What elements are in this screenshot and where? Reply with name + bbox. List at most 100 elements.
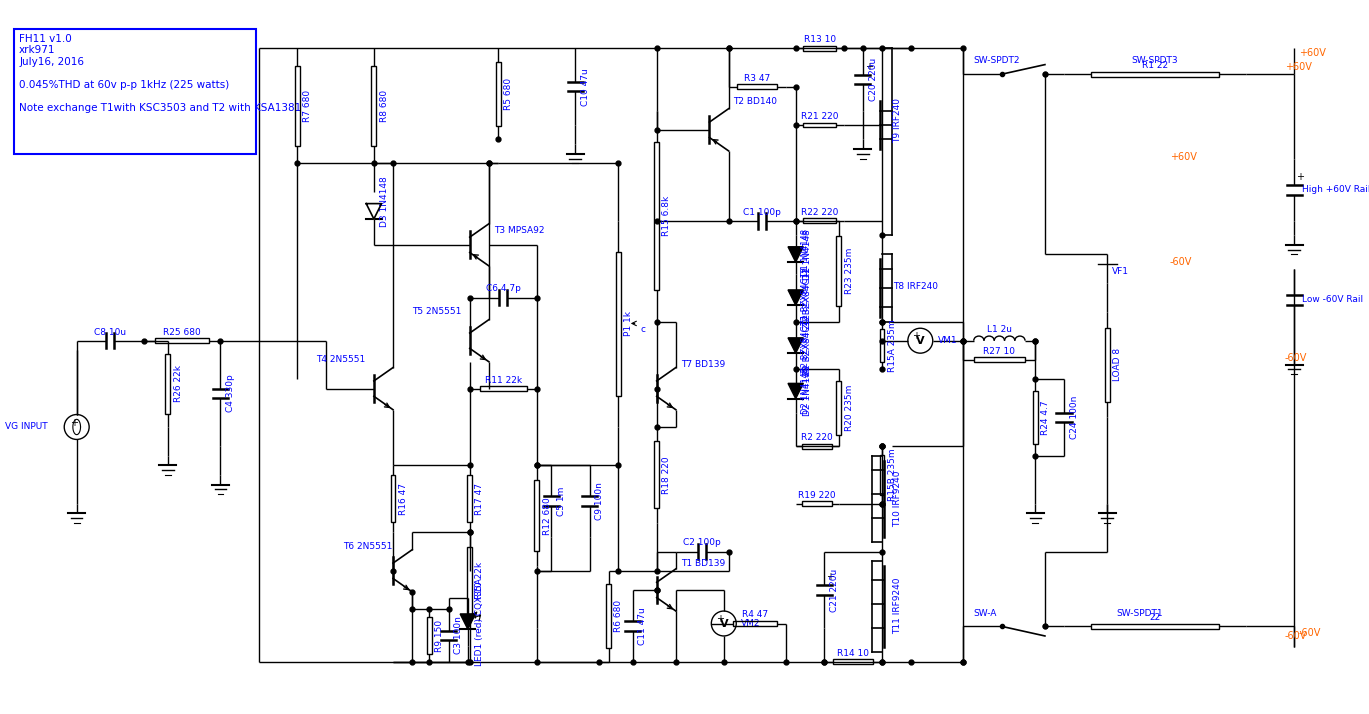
Text: +: + [827, 573, 834, 583]
Text: T6 2N5551: T6 2N5551 [344, 543, 393, 551]
Text: R1 22: R1 22 [1142, 61, 1168, 70]
Text: T11 IRF9240: T11 IRF9240 [894, 578, 902, 635]
Text: T7 BD139: T7 BD139 [680, 360, 726, 369]
Text: R8 680: R8 680 [379, 90, 389, 122]
Text: R6 680: R6 680 [615, 600, 623, 633]
Bar [479, 386, 527, 391]
Text: R16 47: R16 47 [398, 483, 408, 515]
Text: +: + [1296, 172, 1305, 182]
Bar [737, 84, 778, 89]
Text: R3 47: R3 47 [745, 74, 771, 83]
Text: T3 MPSA92: T3 MPSA92 [494, 226, 545, 235]
Bar [975, 358, 1024, 362]
Text: R20 235m: R20 235m [845, 385, 853, 431]
Text: Z1 BZX84C12: Z1 BZX84C12 [801, 266, 810, 325]
Text: Z1 BZX84C12: Z1 BZX84C12 [804, 266, 812, 328]
Bar [802, 46, 836, 51]
Text: R14 10: R14 10 [838, 649, 869, 658]
Text: Z2 BZX84C12: Z2 BZX84C12 [804, 314, 812, 376]
Text: R7 680: R7 680 [303, 90, 312, 122]
Text: SW-SPDT3: SW-SPDT3 [1131, 56, 1177, 65]
Text: C20 220u: C20 220u [868, 58, 878, 101]
Text: D1 1N4148: D1 1N4148 [801, 229, 810, 276]
Text: VG INPUT: VG INPUT [5, 423, 48, 431]
Text: P1 1k: P1 1k [624, 311, 632, 336]
Bar [1091, 72, 1218, 76]
Bar [802, 444, 832, 448]
Text: +: + [865, 62, 872, 72]
Bar [654, 441, 658, 508]
Text: R26 22k: R26 22k [174, 366, 182, 403]
Text: R22 220: R22 220 [801, 208, 838, 217]
Text: T9 IRF240: T9 IRF240 [894, 98, 902, 143]
Text: SW-A: SW-A [973, 610, 997, 618]
Bar [467, 547, 472, 614]
Text: C2 100p: C2 100p [683, 538, 721, 548]
Bar [802, 218, 836, 223]
Text: LOAD 8: LOAD 8 [1113, 348, 1123, 381]
Bar [427, 617, 431, 654]
Text: +: + [70, 418, 78, 428]
Text: VM2: VM2 [741, 619, 761, 628]
Text: Note exchange T1with KSC3503 and T2 with KSA1381: Note exchange T1with KSC3503 and T2 with… [19, 103, 301, 113]
Text: 0.045%THD at 60v p-p 1kHz (225 watts): 0.045%THD at 60v p-p 1kHz (225 watts) [19, 80, 230, 90]
Text: R18 220: R18 220 [663, 456, 671, 493]
Text: C6 4.7p: C6 4.7p [486, 284, 520, 293]
Text: R15A 235m: R15A 235m [887, 319, 897, 372]
Bar [836, 236, 841, 306]
Text: R12 680: R12 680 [542, 497, 552, 535]
Bar [496, 62, 501, 126]
Bar [616, 252, 620, 396]
Text: SW-SPDT1: SW-SPDT1 [1117, 610, 1164, 618]
Text: C11 47u: C11 47u [638, 607, 648, 645]
Text: T1 BD139: T1 BD139 [680, 558, 726, 568]
Text: C10 47u: C10 47u [580, 68, 590, 106]
Text: C1 100p: C1 100p [743, 208, 782, 217]
Text: T10 IRF9240: T10 IRF9240 [894, 471, 902, 527]
Polygon shape [366, 203, 382, 219]
Text: R19 220: R19 220 [798, 491, 836, 500]
Polygon shape [789, 383, 804, 398]
Bar [15, 29, 256, 154]
Text: D2 1N4148: D2 1N4148 [801, 367, 810, 414]
Polygon shape [789, 247, 804, 262]
Text: R23 235m: R23 235m [845, 248, 853, 294]
Text: -60V: -60V [1169, 257, 1192, 267]
Text: Low -60V Rail: Low -60V Rail [1302, 295, 1364, 304]
Bar [371, 66, 376, 146]
Text: R24 4.7: R24 4.7 [1040, 400, 1050, 435]
Text: R21 220: R21 220 [801, 112, 838, 121]
Bar [467, 476, 472, 523]
Text: -60V: -60V [1284, 631, 1307, 641]
Bar [802, 501, 832, 506]
Text: C5 1m: C5 1m [557, 486, 565, 516]
Text: +: + [913, 331, 920, 341]
Text: R2 220: R2 220 [801, 433, 834, 442]
Text: xrk971: xrk971 [19, 45, 56, 55]
Text: V: V [720, 618, 728, 628]
Text: FH11 v1.0: FH11 v1.0 [19, 34, 73, 44]
Text: -60V: -60V [1299, 628, 1321, 638]
Text: R17 47: R17 47 [475, 483, 485, 515]
Text: C24 100n: C24 100n [1069, 396, 1079, 439]
Bar [802, 123, 836, 127]
Text: C21 220u: C21 220u [830, 568, 839, 612]
Text: High +60V Rail: High +60V Rail [1302, 185, 1369, 193]
Text: C9 100n: C9 100n [596, 483, 604, 521]
Text: D2 1N4148: D2 1N4148 [804, 366, 812, 416]
Text: T5 2N5551: T5 2N5551 [412, 308, 461, 316]
Text: SW-SPDT2: SW-SPDT2 [973, 56, 1020, 65]
Text: +: + [716, 614, 724, 624]
Bar [879, 328, 884, 362]
Polygon shape [789, 338, 804, 353]
Bar [834, 660, 873, 664]
Text: R25 680: R25 680 [163, 328, 201, 336]
Text: Z2 BZX84C12: Z2 BZX84C12 [801, 315, 810, 373]
Text: C4 330p: C4 330p [226, 375, 235, 412]
Text: C3 100n: C3 100n [455, 617, 463, 655]
Text: LED1 (red) CQX35A: LED1 (red) CQX35A [475, 578, 485, 665]
Bar [534, 481, 539, 551]
Bar [1034, 391, 1038, 444]
Text: L1 2u: L1 2u [987, 325, 1012, 333]
Text: R11 22k: R11 22k [485, 376, 522, 386]
